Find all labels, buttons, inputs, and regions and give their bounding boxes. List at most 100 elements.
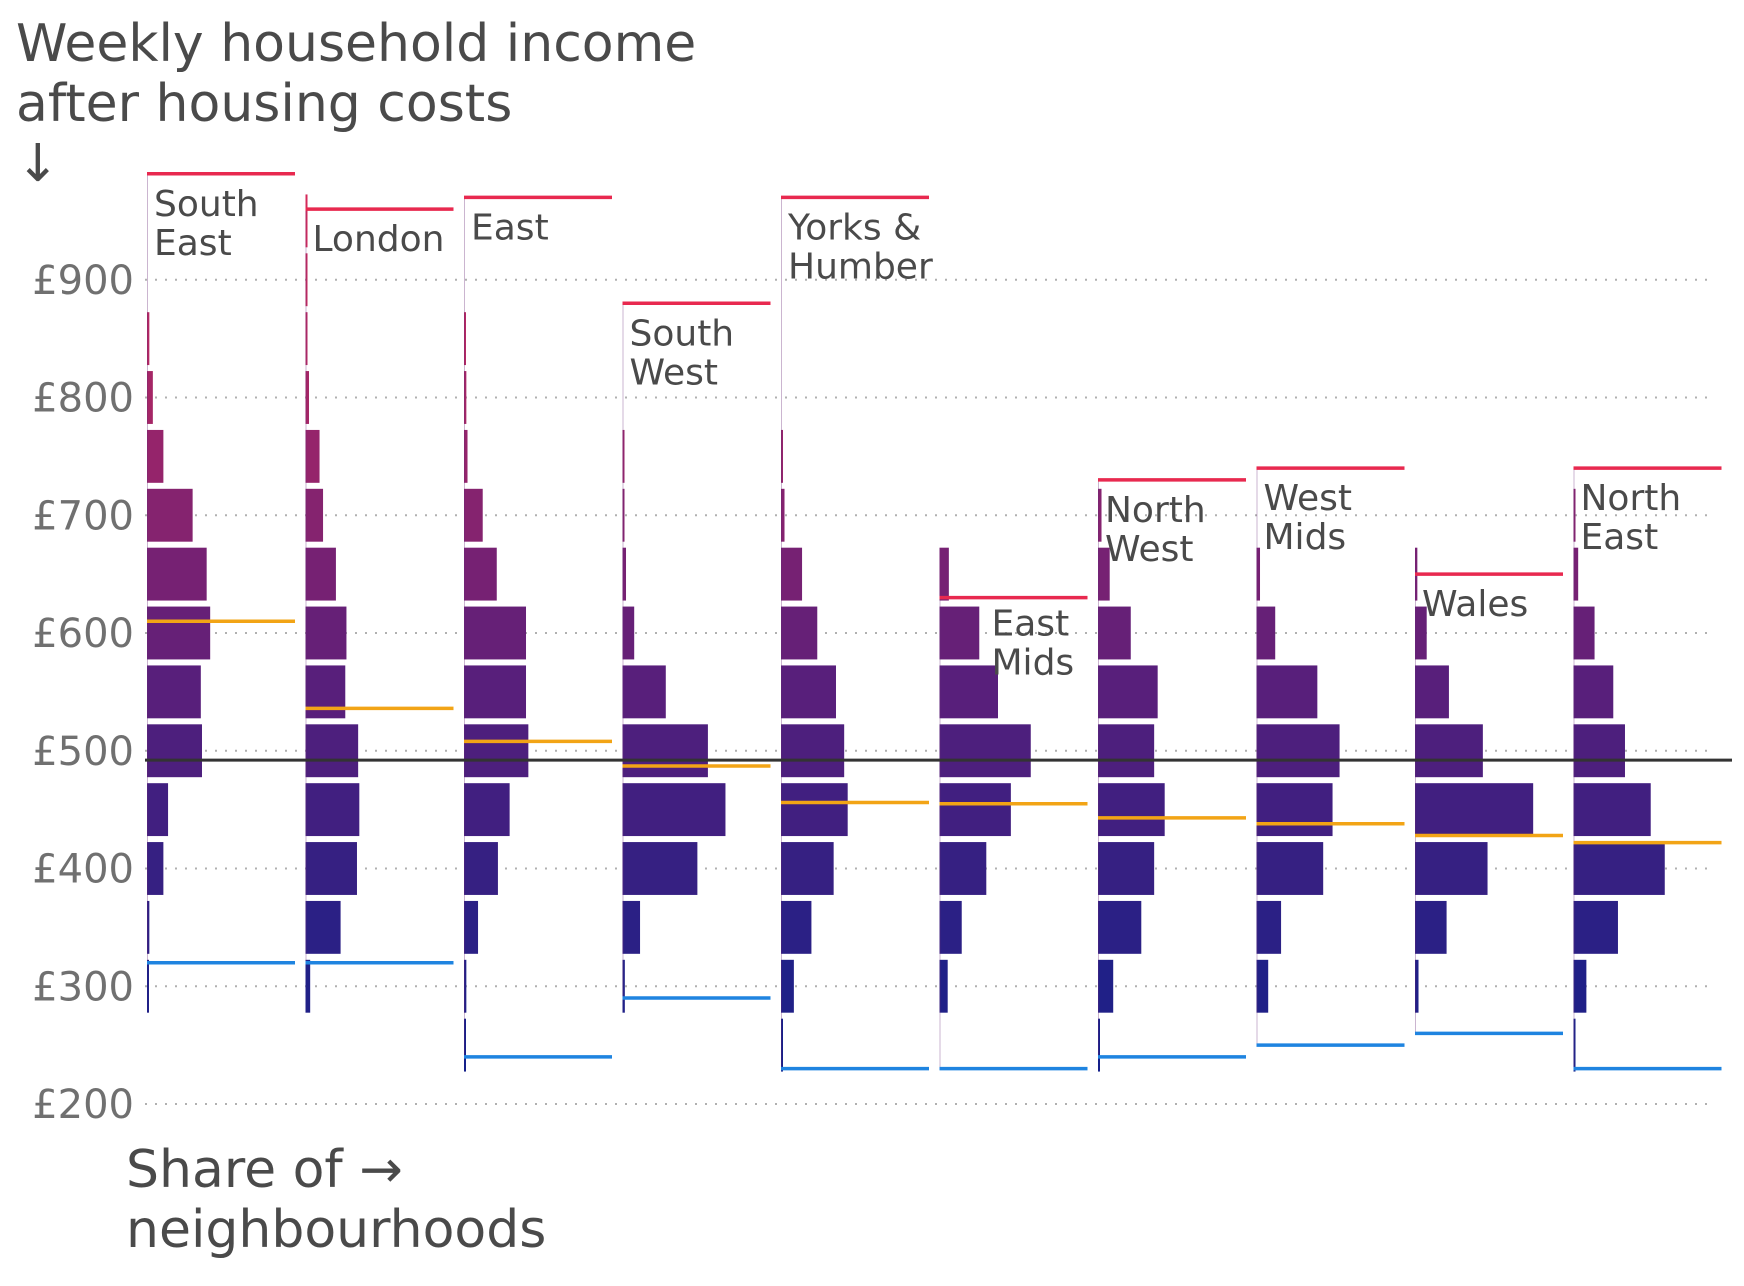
histogram-bar: [781, 842, 834, 895]
histogram-bar: [464, 488, 483, 542]
y-tick-label: £300: [32, 964, 134, 1010]
histogram-bar: [781, 665, 836, 719]
histogram-bar: [147, 900, 150, 954]
histogram-bar: [1573, 900, 1618, 954]
histogram-bar: [1415, 724, 1483, 778]
y-tick-label: £200: [32, 1082, 134, 1128]
histogram-bar: [464, 371, 467, 424]
histogram-bar: [147, 547, 207, 601]
histogram-bar: [1098, 488, 1102, 542]
histogram-bar: [781, 429, 783, 483]
region-label: East Mids: [992, 604, 1075, 684]
histogram-bar: [305, 488, 324, 542]
histogram-bar: [622, 724, 708, 778]
histogram-bar: [305, 665, 346, 719]
histogram-bar: [1098, 959, 1114, 1013]
region-label: Yorks & Humber: [787, 207, 933, 287]
region-label: Wales: [1422, 584, 1528, 625]
histogram-bar: [622, 547, 627, 601]
region-label: West Mids: [1264, 478, 1353, 558]
histogram-bar: [1256, 783, 1333, 837]
histogram-bar: [1256, 900, 1282, 954]
histogram-bar: [147, 429, 164, 483]
histogram-bar: [1256, 665, 1318, 719]
histogram-bar: [939, 783, 1011, 837]
histogram-bar: [939, 547, 949, 601]
region-label: North West: [1105, 490, 1206, 570]
histogram-bar: [147, 488, 193, 542]
histogram-bar: [1573, 783, 1651, 837]
histogram-bar: [781, 783, 848, 837]
histogram-bar: [147, 783, 169, 837]
histogram-bar: [464, 842, 498, 895]
y-tick-label: £600: [32, 611, 134, 657]
histogram-bar: [1573, 842, 1665, 895]
histogram-bar: [1256, 547, 1261, 601]
y-axis-ticks: £200 £300 £400 £500 £600 £700 £800 £900: [32, 258, 134, 1128]
histogram-bar: [939, 724, 1031, 778]
histogram-bar: [464, 606, 527, 660]
histogram-bar: [781, 606, 818, 660]
summary-lines: [147, 172, 1722, 1071]
y-tick-label: £900: [32, 258, 134, 304]
histogram-bar: [622, 665, 666, 719]
histogram-bar: [305, 724, 359, 778]
y-axis-title: Weekly household income after housing co…: [16, 14, 697, 194]
histogram-bar: [1573, 547, 1579, 601]
histogram-bar: [1415, 783, 1534, 837]
histogram-bar: [1098, 606, 1131, 660]
histogram-bar: [1098, 900, 1142, 954]
grid-lines: [145, 278, 1715, 1105]
histogram-bar: [939, 959, 948, 1013]
histogram-bar: [1098, 783, 1165, 837]
histogram-bar: [1098, 665, 1158, 719]
histogram-bar: [464, 547, 497, 601]
histogram-bar: [939, 606, 980, 660]
histogram-bar: [464, 900, 479, 954]
histogram-bar: [622, 783, 726, 837]
histogram-bar: [305, 371, 310, 424]
histogram-bar: [305, 842, 357, 895]
y-tick-label: £700: [32, 493, 134, 539]
histogram-bar: [622, 429, 625, 483]
histogram-bar: [939, 900, 962, 954]
histogram-bar: [1415, 606, 1427, 660]
histogram-bars: [147, 194, 1665, 1072]
region-label: North East: [1581, 478, 1682, 558]
histogram-bar: [305, 312, 308, 366]
histogram-bar: [147, 724, 202, 778]
histogram-bar: [464, 429, 468, 483]
histogram-bar: [1415, 900, 1447, 954]
histogram-bar: [622, 606, 635, 660]
histogram-bar: [464, 724, 529, 778]
histogram-bar: [305, 429, 320, 483]
histogram-bar: [1098, 842, 1155, 895]
y-tick-label: £400: [32, 847, 134, 893]
histogram-bar: [305, 194, 308, 248]
histogram-bar: [147, 606, 211, 660]
region-label: London: [313, 219, 445, 260]
histogram-bar: [781, 724, 845, 778]
histogram-bar: [1256, 959, 1269, 1013]
histogram-bar: [1573, 724, 1625, 778]
histogram-bar: [305, 547, 336, 601]
histogram-bar: [781, 488, 785, 542]
histogram-bar: [1256, 606, 1276, 660]
histogram-bar: [305, 606, 347, 660]
histogram-bar: [1573, 665, 1614, 719]
histogram-bar: [147, 842, 164, 895]
histogram-bar: [147, 371, 153, 424]
histogram-bar: [305, 959, 311, 1013]
histogram-bar: [622, 900, 641, 954]
y-tick-label: £800: [32, 376, 134, 422]
histogram-bar: [1573, 959, 1587, 1013]
histogram-bar: [622, 488, 625, 542]
histogram-bar: [1098, 724, 1155, 778]
histogram-bar: [781, 959, 794, 1013]
region-labels: South East London East South West Yorks & Humbe…: [154, 184, 1681, 684]
region-label: South West: [630, 313, 735, 393]
region-label: East: [471, 207, 549, 248]
histogram-bar: [1415, 842, 1488, 895]
histogram-bar: [1573, 488, 1576, 542]
histogram-bar: [305, 253, 308, 307]
